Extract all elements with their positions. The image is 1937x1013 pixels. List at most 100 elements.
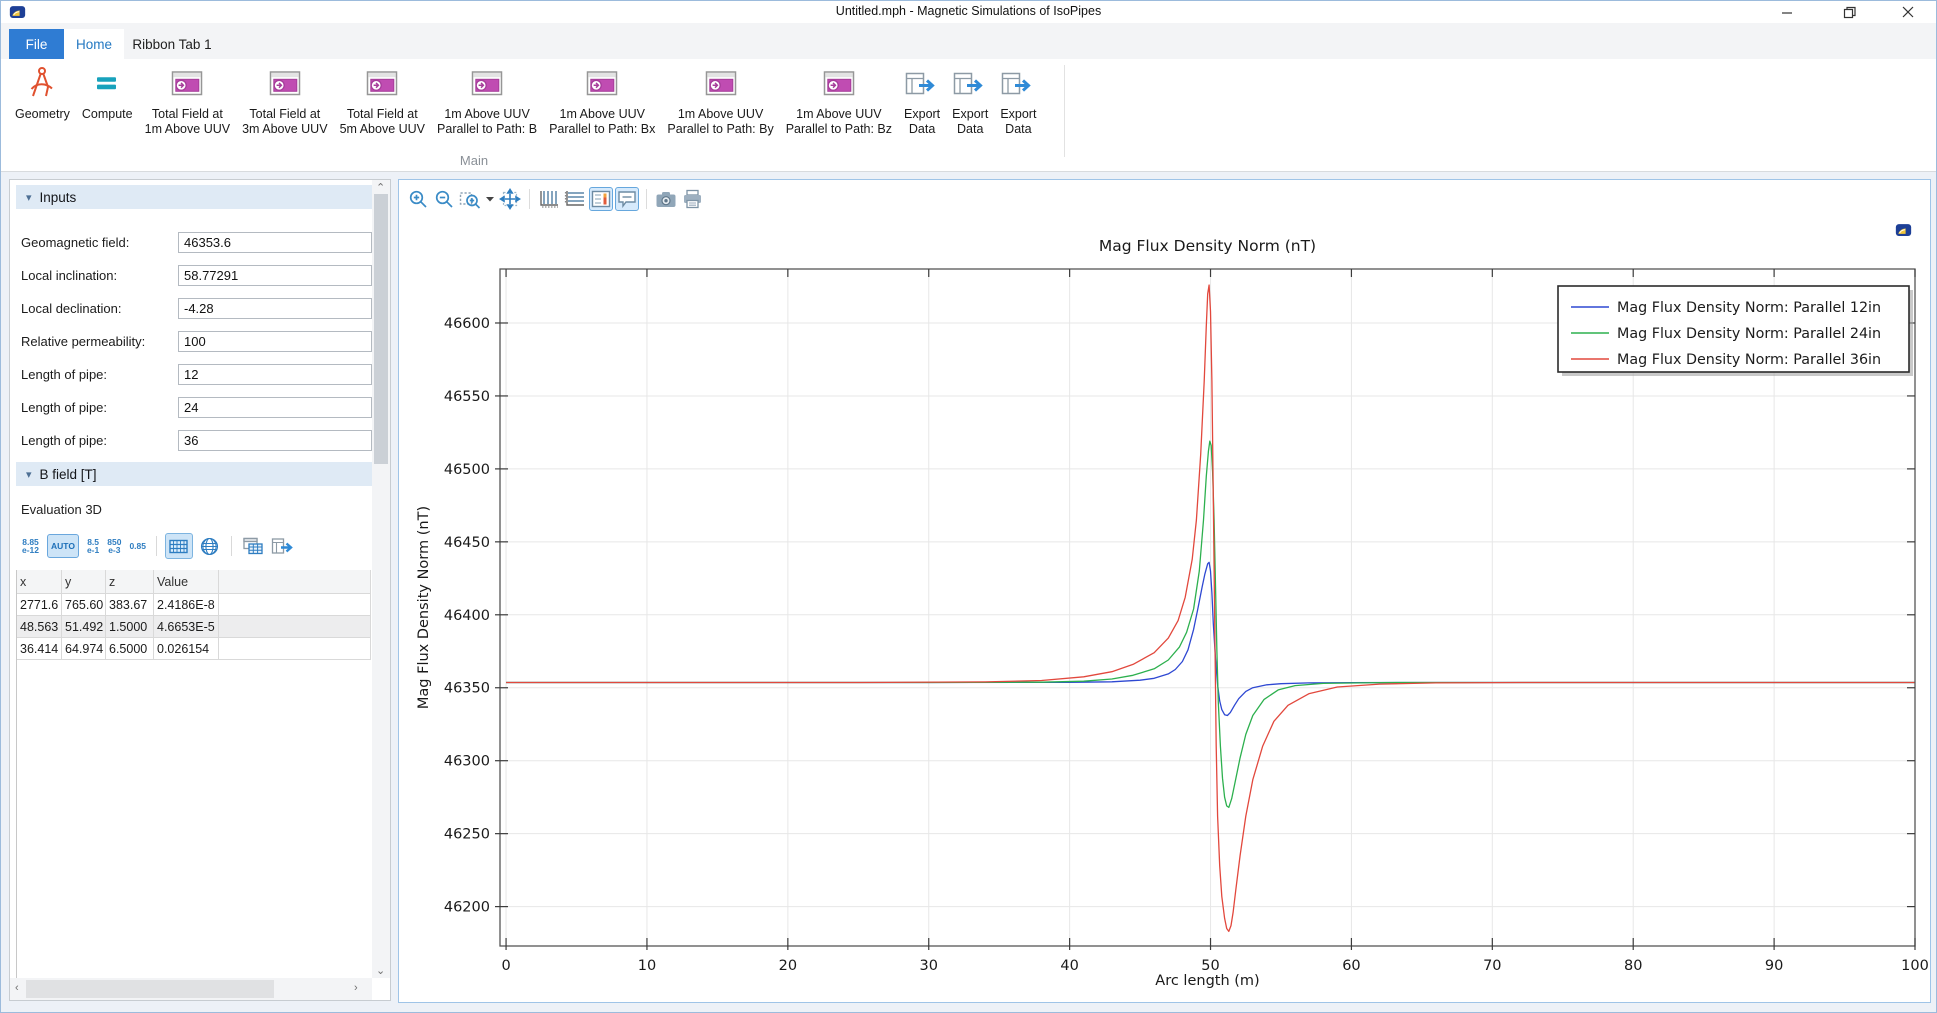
- svg-text:46450: 46450: [444, 535, 490, 551]
- scroll-down-icon[interactable]: ⌄: [376, 964, 385, 977]
- toolbar-separator: [529, 189, 530, 209]
- ribbon-button-label: 1m Above UUVParallel to Path: Bx: [549, 107, 655, 137]
- plot-window-icon: [269, 65, 301, 101]
- svg-text:40: 40: [1060, 958, 1078, 974]
- svg-text:46250: 46250: [444, 827, 490, 843]
- svg-text:46200: 46200: [444, 900, 490, 916]
- snapshot-icon[interactable]: [654, 187, 678, 211]
- input-field-2[interactable]: -4.28: [178, 298, 372, 319]
- dropdown-caret-icon[interactable]: [484, 187, 496, 211]
- ribbon-button-total-field-at-1m-above-uuv[interactable]: Total Field at1m Above UUV: [139, 63, 236, 137]
- bfield-section-header[interactable]: ▾ B field [T]: [16, 462, 373, 486]
- legend-toggle-icon[interactable]: [589, 187, 613, 211]
- ribbon-button-export-data[interactable]: ExportData: [946, 63, 994, 137]
- ribbon-button-label: Compute: [82, 107, 133, 122]
- zoom-out-icon[interactable]: [432, 187, 456, 211]
- input-field-5[interactable]: 24: [178, 397, 372, 418]
- table-row[interactable]: 48.56351.4921.50004.6653E-5: [17, 616, 371, 638]
- input-label-4: Length of pipe:: [21, 367, 107, 382]
- zoom-box-icon[interactable]: [458, 187, 482, 211]
- table-cell: 2.4186E-8: [154, 594, 219, 616]
- ribbon-tab-bar: FileHomeRibbon Tab 1: [1, 23, 1936, 59]
- input-label-3: Relative permeability:: [21, 334, 145, 349]
- table-cell: [219, 616, 371, 638]
- format-850e-3-button[interactable]: 850e-3: [107, 538, 121, 555]
- input-field-0[interactable]: 46353.6: [178, 232, 372, 253]
- table-row[interactable]: 2771.6765.60383.672.4186E-8: [17, 594, 371, 616]
- ribbon-group-separator: [1064, 65, 1065, 157]
- chart[interactable]: 0102030405060708090100462004625046300463…: [399, 216, 1930, 1002]
- table-grid-icon[interactable]: [165, 533, 193, 559]
- tab-file[interactable]: File: [9, 29, 64, 59]
- svg-text:10: 10: [638, 958, 656, 974]
- minimize-button[interactable]: [1764, 1, 1809, 23]
- svg-text:80: 80: [1624, 958, 1642, 974]
- format-0.85-button[interactable]: 0.85: [129, 542, 146, 551]
- ribbon-button-1m-above-uuv-parallel-to-path-b[interactable]: 1m Above UUVParallel to Path: B: [431, 63, 543, 137]
- globe-icon[interactable]: [197, 534, 223, 558]
- ribbon: Geometry Compute Total Field at1m Above UU…: [1, 59, 1936, 172]
- svg-text:20: 20: [779, 958, 797, 974]
- svg-text:30: 30: [920, 958, 938, 974]
- tooltip-toggle-icon[interactable]: [615, 187, 639, 211]
- format-8.5e-1-button[interactable]: 8.5e-1: [87, 538, 99, 555]
- legend[interactable]: Mag Flux Density Norm: Parallel 12inMag …: [1558, 286, 1913, 376]
- chart-title: Mag Flux Density Norm (nT): [1099, 237, 1316, 255]
- ribbon-button-label: ExportData: [952, 107, 988, 137]
- ribbon-button-1m-above-uuv-parallel-to-path-bx[interactable]: 1m Above UUVParallel to Path: Bx: [543, 63, 661, 137]
- x-grid-icon[interactable]: [537, 187, 561, 211]
- input-label-6: Length of pipe:: [21, 433, 107, 448]
- tab-ribbon-tab-1[interactable]: Ribbon Tab 1: [124, 29, 220, 59]
- tab-home[interactable]: Home: [64, 29, 124, 59]
- close-button[interactable]: [1885, 1, 1930, 23]
- scroll-right-icon[interactable]: ›: [354, 982, 358, 994]
- input-field-6[interactable]: 36: [178, 430, 372, 451]
- app-logo-icon: [1895, 222, 1912, 244]
- ribbon-button-total-field-at-5m-above-uuv[interactable]: Total Field at5m Above UUV: [334, 63, 431, 137]
- legend-entry: Mag Flux Density Norm: Parallel 12in: [1617, 300, 1881, 316]
- zoom-extents-icon[interactable]: [498, 187, 522, 211]
- copy-table-icon[interactable]: [240, 534, 266, 558]
- horizontal-scrollbar[interactable]: ‹ ›: [10, 978, 372, 1000]
- table-cell: [219, 594, 371, 616]
- ribbon-button-export-data[interactable]: ExportData: [994, 63, 1042, 137]
- ribbon-button-1m-above-uuv-parallel-to-path-by[interactable]: 1m Above UUVParallel to Path: By: [661, 63, 779, 137]
- vertical-scrollbar-thumb[interactable]: [374, 194, 388, 464]
- ribbon-button-1m-above-uuv-parallel-to-path-bz[interactable]: 1m Above UUVParallel to Path: Bz: [780, 63, 898, 137]
- y-grid-icon[interactable]: [563, 187, 587, 211]
- svg-text:60: 60: [1342, 958, 1360, 974]
- inputs-section-header[interactable]: ▾ Inputs: [16, 185, 373, 209]
- ribbon-button-total-field-at-3m-above-uuv[interactable]: Total Field at3m Above UUV: [236, 63, 333, 137]
- graphics-panel: 0102030405060708090100462004625046300463…: [398, 179, 1931, 1003]
- scroll-up-icon[interactable]: ⌃: [376, 181, 385, 194]
- geometry-icon: [26, 65, 58, 101]
- table-header-cell: [219, 570, 371, 594]
- input-field-3[interactable]: 100: [178, 331, 372, 352]
- scroll-left-icon[interactable]: ‹: [15, 982, 19, 994]
- export-table-icon[interactable]: [270, 534, 296, 558]
- zoom-in-icon[interactable]: [406, 187, 430, 211]
- horizontal-scrollbar-thumb[interactable]: [26, 980, 274, 998]
- y-axis-label: Mag Flux Density Norm (nT): [416, 506, 432, 709]
- table-cell: 4.6653E-5: [154, 616, 219, 638]
- ribbon-button-compute[interactable]: Compute: [76, 63, 139, 122]
- input-field-4[interactable]: 12: [178, 364, 372, 385]
- ribbon-button-geometry[interactable]: Geometry: [9, 63, 76, 122]
- format-8.85e-12-button[interactable]: 8.85e-12: [22, 538, 39, 555]
- ribbon-button-label: 1m Above UUVParallel to Path: By: [667, 107, 773, 137]
- vertical-scrollbar[interactable]: ⌃ ⌄: [372, 180, 390, 978]
- print-icon[interactable]: [680, 187, 704, 211]
- svg-text:46350: 46350: [444, 681, 490, 697]
- svg-text:46600: 46600: [444, 316, 490, 332]
- table-header-cell: y: [62, 570, 106, 594]
- ribbon-button-label: ExportData: [1000, 107, 1036, 137]
- inputs-section-title: Inputs: [40, 190, 77, 205]
- table-row[interactable]: 36.41464.9746.50000.026154: [17, 638, 371, 660]
- collapse-triangle-icon: ▾: [26, 191, 32, 204]
- restore-button[interactable]: [1827, 1, 1872, 23]
- auto-format-button[interactable]: AUTO: [47, 534, 79, 558]
- ribbon-button-export-data[interactable]: ExportData: [898, 63, 946, 137]
- export-data-icon: [953, 65, 987, 101]
- input-field-1[interactable]: 58.77291: [178, 265, 372, 286]
- table-cell: 383.67: [106, 594, 154, 616]
